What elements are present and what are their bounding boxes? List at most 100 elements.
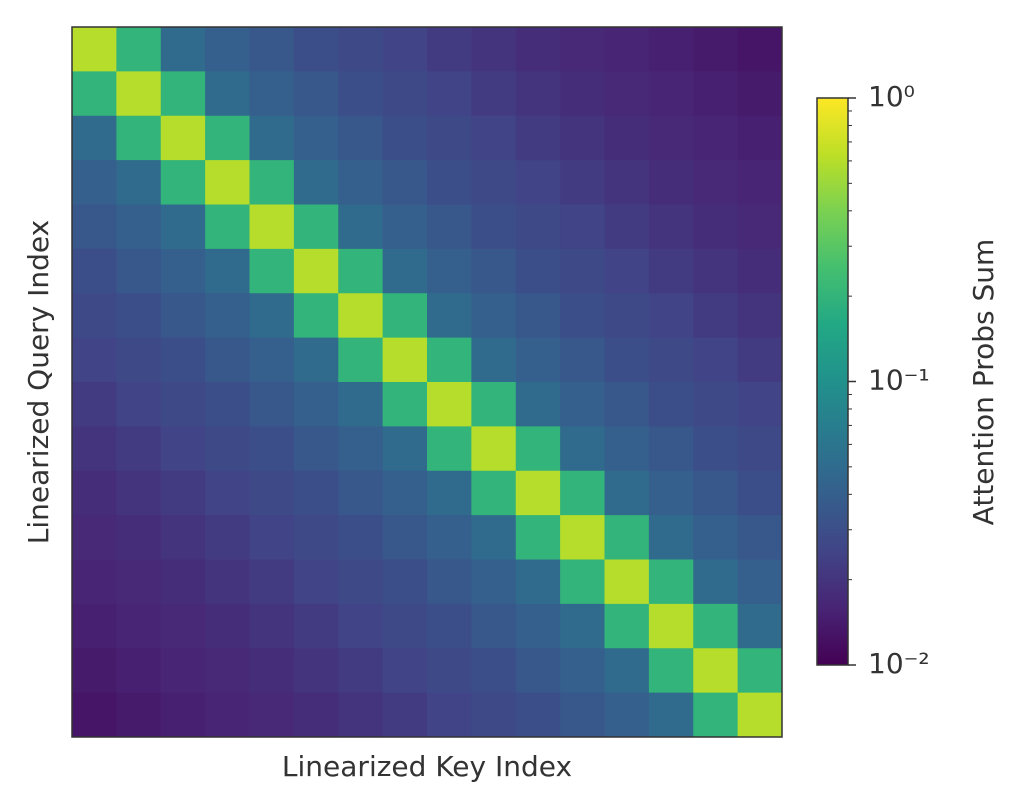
heatmap-cell xyxy=(648,204,694,250)
heatmap-cell xyxy=(338,71,384,117)
heatmap-cell xyxy=(293,559,339,605)
heatmap-cell xyxy=(604,692,650,738)
heatmap-cell xyxy=(338,426,384,472)
heatmap-cell xyxy=(560,293,605,339)
heatmap-cell xyxy=(205,27,250,72)
plot-frame xyxy=(71,26,783,738)
heatmap-cell xyxy=(648,160,694,205)
heatmap-cell xyxy=(427,115,472,161)
heatmap-cell xyxy=(116,382,162,427)
heatmap-cell xyxy=(293,27,339,72)
heatmap-cell xyxy=(648,382,694,427)
heatmap-cell xyxy=(737,248,783,294)
heatmap-cell xyxy=(249,115,295,161)
heatmap-cell xyxy=(116,470,162,516)
heatmap-cell xyxy=(560,27,605,72)
heatmap-cell xyxy=(72,293,117,339)
heatmap-cell xyxy=(338,559,384,605)
heatmap-cell xyxy=(648,559,694,605)
heatmap-cell xyxy=(604,515,650,560)
heatmap-cell xyxy=(72,382,117,427)
heatmap-cell xyxy=(471,603,517,649)
colorbar-tick-label: 10⁻¹ xyxy=(868,364,930,397)
heatmap-cell xyxy=(72,204,117,250)
heatmap-cell xyxy=(382,603,428,649)
heatmap-cell xyxy=(471,248,517,294)
heatmap-cell xyxy=(560,559,605,605)
heatmap-cell xyxy=(471,337,517,383)
heatmap-cell xyxy=(205,648,250,694)
heatmap-cell xyxy=(249,603,295,649)
heatmap-cell xyxy=(160,692,206,738)
heatmap-cell xyxy=(427,426,472,472)
heatmap-cell xyxy=(648,71,694,117)
heatmap-cell xyxy=(471,426,517,472)
heatmap-cell xyxy=(205,692,250,738)
heatmap-cell xyxy=(515,115,561,161)
heatmap-cell xyxy=(515,603,561,649)
heatmap-cell xyxy=(72,648,117,694)
heatmap-cell xyxy=(249,293,295,339)
heatmap-cell xyxy=(737,603,783,649)
heatmap-cell xyxy=(693,337,739,383)
heatmap-cell xyxy=(604,293,650,339)
heatmap-cell xyxy=(338,648,384,694)
heatmap-cell xyxy=(604,470,650,516)
heatmap-cell xyxy=(648,293,694,339)
heatmap-cell xyxy=(205,337,250,383)
heatmap-cell xyxy=(648,27,694,72)
heatmap-cell xyxy=(737,71,783,117)
heatmap-cell xyxy=(737,204,783,250)
heatmap-cell xyxy=(471,382,517,427)
heatmap-cell xyxy=(116,160,162,205)
heatmap-cell xyxy=(249,470,295,516)
colorbar xyxy=(816,97,849,666)
heatmap-cell xyxy=(604,160,650,205)
heatmap-cell xyxy=(560,160,605,205)
heatmap-cell xyxy=(72,160,117,205)
heatmap-cell xyxy=(515,648,561,694)
heatmap-cell xyxy=(293,115,339,161)
heatmap-cell xyxy=(737,515,783,560)
heatmap-cell xyxy=(72,470,117,516)
heatmap-cell xyxy=(116,115,162,161)
heatmap-cell xyxy=(604,426,650,472)
heatmap-cell xyxy=(737,115,783,161)
heatmap-cell xyxy=(205,293,250,339)
heatmap-cell xyxy=(293,426,339,472)
heatmap-cell xyxy=(116,603,162,649)
heatmap-cell xyxy=(72,426,117,472)
heatmap-cell xyxy=(693,27,739,72)
heatmap-cell xyxy=(116,293,162,339)
heatmap-cell xyxy=(382,470,428,516)
heatmap-cell xyxy=(293,382,339,427)
heatmap-cell xyxy=(72,515,117,560)
heatmap-cell xyxy=(382,27,428,72)
heatmap-cell xyxy=(427,603,472,649)
heatmap-cell xyxy=(293,648,339,694)
heatmap-cell xyxy=(160,337,206,383)
heatmap-cell xyxy=(471,27,517,72)
heatmap-cell xyxy=(560,648,605,694)
heatmap-cell xyxy=(249,248,295,294)
heatmap-cell xyxy=(160,27,206,72)
heatmap-cell xyxy=(72,115,117,161)
heatmap-cell xyxy=(72,248,117,294)
heatmap-cell xyxy=(604,559,650,605)
heatmap-cell xyxy=(382,115,428,161)
heatmap-cell xyxy=(693,115,739,161)
heatmap-cell xyxy=(604,248,650,294)
colorbar-tick-label: 10⁻² xyxy=(868,647,930,680)
heatmap-cell xyxy=(515,515,561,560)
heatmap-cell xyxy=(471,470,517,516)
heatmap-cell xyxy=(737,470,783,516)
heatmap-cell xyxy=(338,160,384,205)
heatmap-cell xyxy=(471,160,517,205)
heatmap-cell xyxy=(382,648,428,694)
heatmap-cell xyxy=(693,515,739,560)
heatmap-cell xyxy=(205,248,250,294)
heatmap-cell xyxy=(471,293,517,339)
heatmap-cell xyxy=(293,248,339,294)
heatmap-cell xyxy=(293,515,339,560)
